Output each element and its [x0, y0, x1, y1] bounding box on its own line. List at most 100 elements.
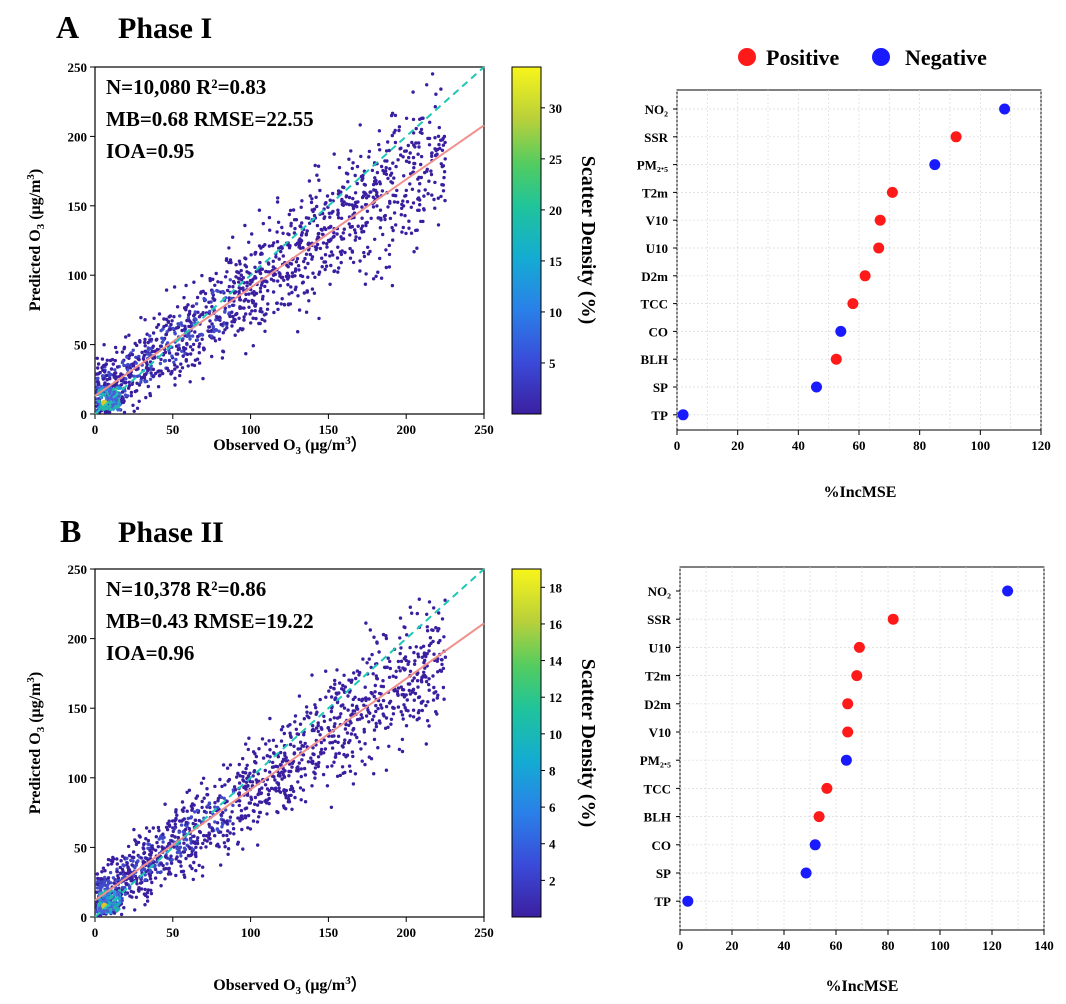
scatter-point [130, 876, 134, 880]
scatter-point [115, 907, 119, 911]
scatter-point [294, 218, 299, 222]
scatter-point [354, 235, 358, 239]
scatter-point [251, 277, 255, 281]
scatter-point [230, 310, 234, 314]
scatter-point [210, 826, 215, 831]
scatter-point [420, 708, 424, 713]
scatter-point [194, 302, 199, 306]
scatter-point [291, 208, 296, 212]
scatter-point [246, 784, 250, 788]
scatter-point [238, 774, 242, 778]
scatter-point [139, 380, 143, 384]
scatter-point [400, 693, 404, 697]
scatter-point [225, 270, 229, 274]
scatter-point [322, 738, 326, 742]
scatter-point [280, 246, 284, 250]
scatter-point [191, 348, 195, 352]
scatter-point [95, 872, 100, 876]
scatter-point [278, 272, 282, 276]
scatter-point [243, 223, 247, 228]
scatter-point [134, 895, 139, 899]
scatter-point [153, 865, 157, 869]
scatter-point [122, 347, 126, 351]
scatter-point [200, 273, 204, 278]
scatter-point [391, 238, 395, 242]
scatter-point [112, 390, 117, 395]
scatter-point [193, 810, 197, 814]
scatter-point [297, 238, 301, 243]
scatter-point [296, 767, 301, 772]
scatter-point [311, 746, 315, 750]
scatter-point [423, 673, 427, 678]
importance-dot [821, 782, 833, 794]
scatter-point [385, 159, 389, 163]
scatter-point [174, 352, 178, 356]
scatter-point [113, 368, 117, 372]
scatter-point [328, 215, 332, 219]
scatter-point [341, 185, 345, 189]
scatter-point [175, 855, 179, 859]
scatter-point [156, 323, 161, 327]
scatter-point [424, 679, 429, 684]
colorbar-tick-label: 10 [549, 727, 562, 742]
scatter-point [411, 90, 415, 94]
y-tick-label: 200 [68, 129, 88, 144]
importance-dot [809, 839, 821, 851]
scatter-point [127, 380, 131, 384]
scatter-point [197, 315, 202, 319]
scatter-point [232, 785, 237, 789]
x-tick-label: 20 [731, 438, 744, 453]
y-tick-label: 0 [81, 910, 88, 925]
scatter-point [199, 846, 203, 850]
importance-dot [853, 641, 865, 653]
scatter-point [426, 700, 430, 704]
scatter-point [372, 737, 377, 742]
scatter-point [214, 271, 218, 276]
scatter-point [347, 195, 352, 200]
scatter-point [190, 866, 194, 871]
scatter-point [250, 780, 255, 784]
x-tick-label: 50 [166, 422, 179, 437]
scatter-point [425, 625, 429, 629]
scatter-point [390, 111, 395, 116]
scatter-point [398, 651, 402, 656]
scatter-point [133, 908, 137, 912]
scatter-point [124, 335, 128, 339]
scatter-point [181, 850, 186, 854]
scatter-point [265, 754, 269, 758]
scatter-point [120, 854, 125, 858]
scatter-point [176, 835, 180, 840]
scatter-point [237, 316, 241, 320]
scatter-point [249, 321, 253, 325]
scatter-point [184, 308, 188, 312]
scatter-point [138, 881, 143, 885]
scatter-point [199, 781, 204, 785]
scatter-point [421, 219, 425, 224]
scatter-point [261, 756, 266, 760]
scatter-point [182, 873, 186, 877]
scatter-point [217, 329, 221, 333]
scatter-point [350, 750, 355, 754]
scatter-point [205, 792, 209, 797]
scatter-point [343, 738, 347, 742]
scatter-point [368, 711, 372, 715]
category-label: PM₂.₅ [637, 158, 668, 173]
scatter-point [416, 652, 420, 656]
scatter-point [200, 805, 204, 810]
scatter-point [95, 397, 99, 401]
scatter-point [340, 744, 344, 748]
colorbar-tick-label: 10 [549, 305, 562, 320]
scatter-point [384, 169, 388, 173]
scatter-point [127, 333, 131, 337]
scatter-point [239, 808, 244, 813]
scatter-point [412, 166, 416, 170]
scatter-point [336, 270, 340, 274]
scatter-point [157, 828, 161, 833]
colorbar-tick-label: 30 [549, 101, 562, 116]
scatter-point [215, 827, 219, 831]
scatter-point [143, 893, 148, 897]
scatter-point [384, 704, 389, 709]
scatter-point [259, 307, 263, 311]
scatter-point [384, 265, 388, 270]
scatter-point [333, 755, 338, 759]
